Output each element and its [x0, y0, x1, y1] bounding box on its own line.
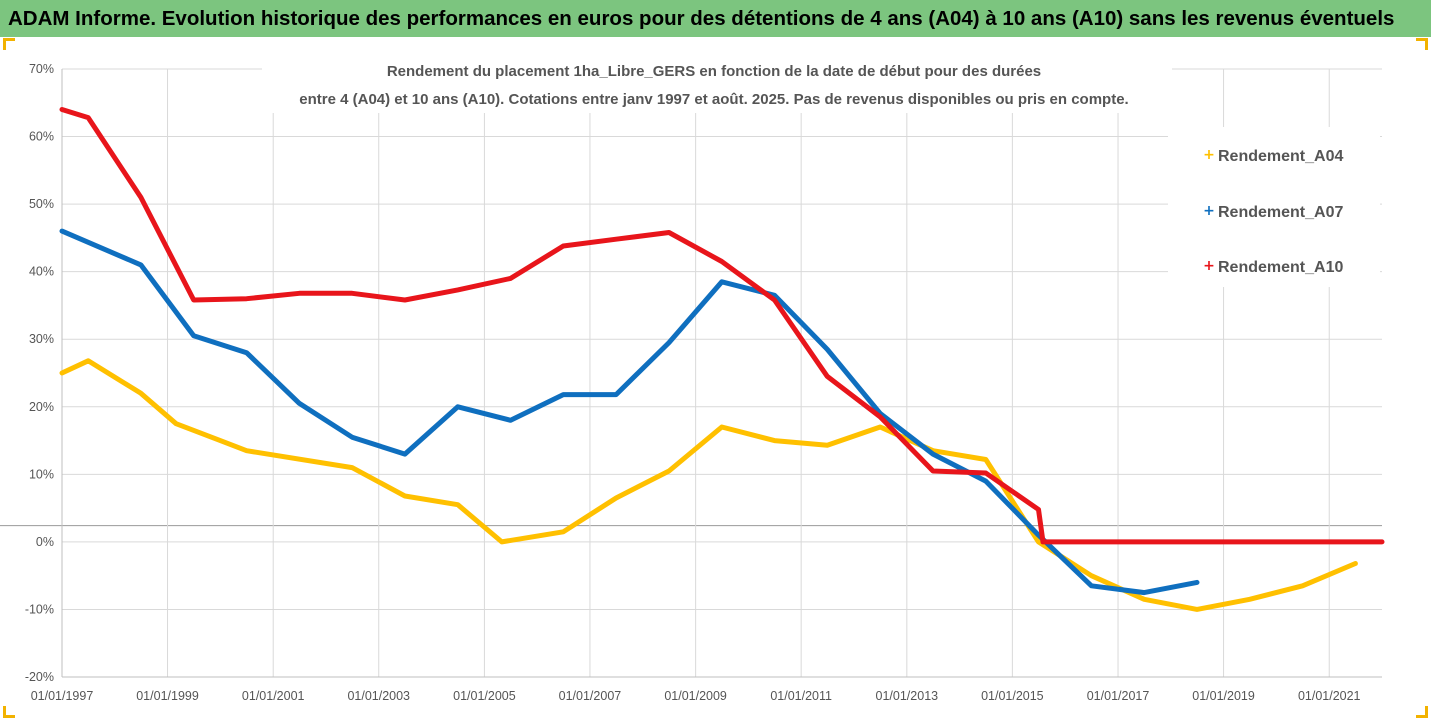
legend-box — [1168, 127, 1380, 287]
chart-title-line-2: entre 4 (A04) et 10 ans (A10). Cotations… — [299, 91, 1128, 108]
legend-marker-icon: + — [1203, 258, 1215, 274]
y-tick-label: 10% — [29, 467, 54, 481]
x-tick-label: 01/01/2009 — [664, 689, 727, 703]
x-tick-label: 01/01/1997 — [31, 689, 94, 703]
chart-legend: + Rendement_A04+ Rendement_A07+ Rendement_A… — [1203, 147, 1343, 276]
x-axis: 01/01/1997 01/01/1999 01/01/2001 01/01/2003… — [31, 689, 1361, 703]
x-tick-label: 01/01/2003 — [347, 689, 410, 703]
chart-grid — [0, 68, 1382, 678]
corner-accent-bottom-left — [3, 706, 15, 718]
x-tick-label: 01/01/2001 — [242, 689, 305, 703]
y-tick-label: 0% — [36, 535, 54, 549]
y-tick-label: -10% — [25, 602, 54, 616]
series-line-rendement-a04 — [59, 358, 1358, 612]
performance-line-chart: 70% 60% 50% 40% 30% 20% 10% 0% -10% -20% 01/01/19… — [0, 55, 1385, 703]
chart-title-line-1: Rendement du placement 1ha_Libre_GERS en… — [387, 63, 1041, 80]
x-tick-label: 01/01/2011 — [770, 689, 832, 703]
y-tick-label: 70% — [29, 62, 54, 76]
legend-label: Rendement_A07 — [1218, 204, 1343, 221]
series-line-rendement-a10 — [59, 107, 1385, 545]
corner-accent-bottom-right — [1416, 706, 1428, 718]
x-tick-label: 01/01/2019 — [1192, 689, 1255, 703]
legend-label: Rendement_A04 — [1218, 148, 1343, 165]
x-tick-label: 01/01/2005 — [453, 689, 516, 703]
y-axis: 70% 60% 50% 40% 30% 20% 10% 0% -10% -20% — [25, 62, 54, 684]
title-backdrop — [262, 55, 1172, 113]
y-tick-label: 20% — [29, 400, 54, 414]
x-tick-label: 01/01/2017 — [1087, 689, 1150, 703]
x-tick-label: 01/01/2021 — [1298, 689, 1361, 703]
x-tick-label: 01/01/2015 — [981, 689, 1044, 703]
report-banner-title: ADAM Informe. Evolution historique des p… — [0, 0, 1431, 37]
y-tick-label: -20% — [25, 670, 54, 684]
x-tick-label: 01/01/2013 — [876, 689, 939, 703]
y-tick-label: 60% — [29, 130, 54, 144]
x-tick-label: 01/01/1999 — [136, 689, 199, 703]
y-tick-label: 30% — [29, 332, 54, 346]
y-tick-label: 50% — [29, 197, 54, 211]
y-tick-label: 40% — [29, 265, 54, 279]
legend-marker-icon: + — [1203, 203, 1215, 219]
corner-accent-top-right — [1416, 38, 1428, 50]
legend-label: Rendement_A10 — [1218, 259, 1343, 276]
chart-series — [59, 107, 1385, 612]
legend-marker-icon: + — [1203, 147, 1215, 163]
x-tick-label: 01/01/2007 — [559, 689, 622, 703]
series-line-rendement-a07 — [59, 228, 1200, 596]
corner-accent-top-left — [3, 38, 15, 50]
